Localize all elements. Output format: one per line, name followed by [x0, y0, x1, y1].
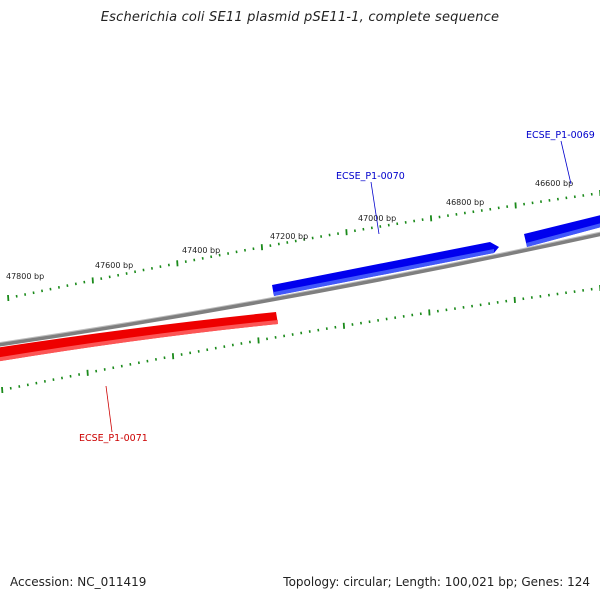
position-label: 47800 bp — [6, 272, 44, 281]
gene-label-ECSE_P1-0070[interactable]: ECSE_P1-0070 — [336, 171, 405, 182]
gene-ECSE_P1-0071-feature[interactable] — [0, 312, 278, 362]
backbone-highlight — [0, 231, 600, 344]
gene-label-leader-0070 — [370, 181, 380, 235]
gene-label-ECSE_P1-0069[interactable]: ECSE_P1-0069 — [526, 130, 595, 141]
position-label: 46800 bp — [446, 198, 484, 207]
gene-ECSE_P1-0070-feature[interactable] — [272, 242, 499, 296]
position-label: 47400 bp — [182, 246, 220, 255]
position-label: 47200 bp — [270, 232, 308, 241]
position-labels: 47800 bp 47600 bp 47400 bp 47200 bp 47000 bp… — [6, 179, 573, 281]
gene-label-leader-0071 — [105, 385, 113, 433]
position-label: 47600 bp — [95, 261, 133, 270]
gene-ECSE_P1-0069-feature[interactable] — [524, 214, 600, 247]
gene-label-ECSE_P1-0071[interactable]: ECSE_P1-0071 — [79, 433, 148, 444]
inner-tick-ring — [1, 285, 600, 394]
backbone-line — [0, 232, 600, 347]
position-label: 47000 bp — [358, 214, 396, 223]
position-label: 46600 bp — [535, 179, 573, 188]
accession-text: Accession: NC_011419 — [10, 575, 147, 589]
map-title: Escherichia coli SE11 plasmid pSE11-1, c… — [100, 10, 500, 25]
outer-tick-ring — [7, 190, 600, 302]
summary-text: Topology: circular; Length: 100,021 bp; … — [283, 575, 590, 589]
gene-label-leader-0069 — [560, 140, 572, 185]
